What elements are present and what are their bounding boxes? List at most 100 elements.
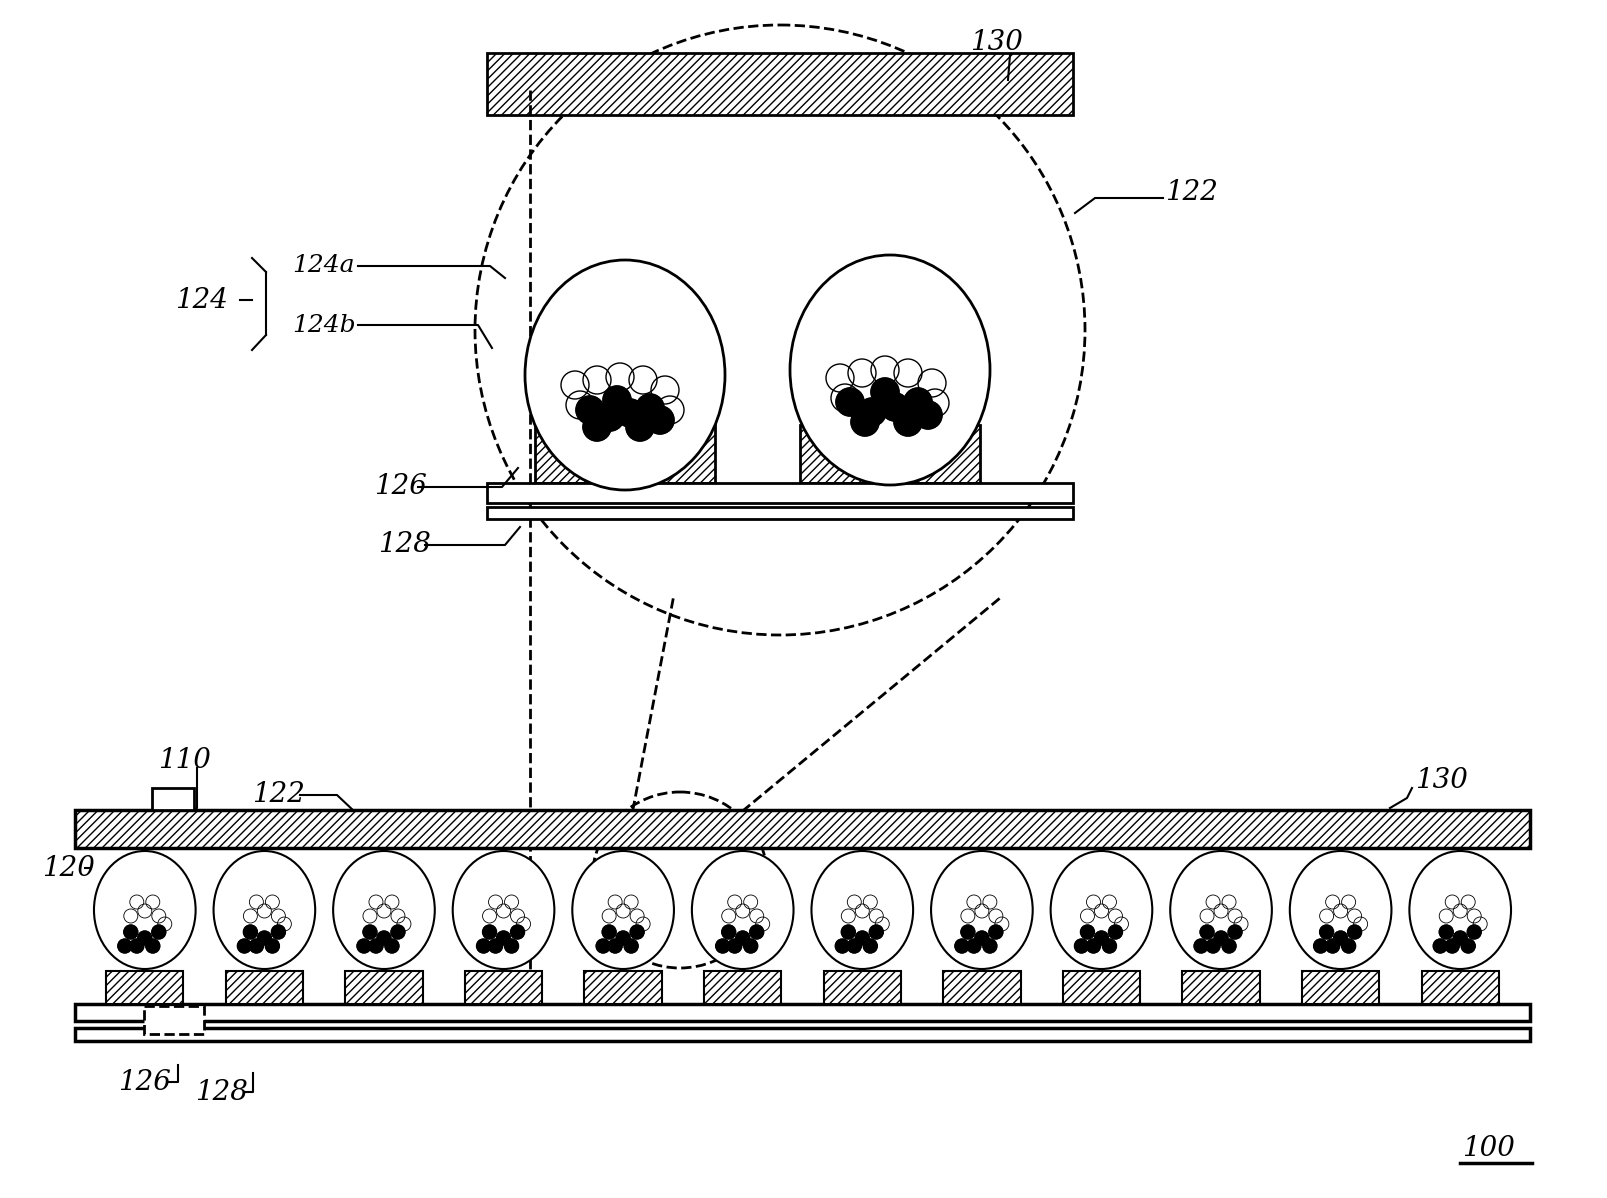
Circle shape [1094, 931, 1109, 945]
Circle shape [615, 931, 630, 945]
Circle shape [1102, 895, 1117, 909]
Bar [225, 972, 304, 1004]
Circle shape [482, 909, 497, 922]
Circle shape [893, 409, 922, 436]
Circle shape [1353, 916, 1368, 931]
Circle shape [656, 397, 685, 424]
Text: 126: 126 [117, 1069, 170, 1095]
Circle shape [728, 895, 742, 909]
Bar [487, 53, 1073, 115]
Bar [487, 483, 1073, 503]
Bar [153, 788, 194, 810]
Circle shape [511, 909, 524, 922]
Circle shape [1080, 925, 1094, 939]
Circle shape [363, 909, 378, 922]
Circle shape [386, 939, 399, 952]
Circle shape [1205, 939, 1220, 952]
Circle shape [722, 925, 736, 939]
Circle shape [871, 379, 898, 406]
Circle shape [146, 939, 159, 952]
Text: 130: 130 [1416, 767, 1467, 793]
Circle shape [627, 413, 654, 441]
Circle shape [961, 909, 975, 922]
Circle shape [615, 904, 630, 918]
Circle shape [1342, 895, 1356, 909]
Circle shape [983, 939, 996, 952]
Circle shape [869, 909, 884, 922]
Bar [585, 972, 662, 1004]
Bar [106, 972, 183, 1004]
Circle shape [1453, 904, 1467, 918]
Circle shape [1319, 925, 1334, 939]
Circle shape [1086, 895, 1101, 909]
Circle shape [847, 939, 861, 952]
Circle shape [124, 925, 138, 939]
Bar [800, 425, 874, 483]
Circle shape [636, 394, 664, 422]
Circle shape [855, 904, 869, 918]
Bar [487, 507, 1073, 519]
Circle shape [151, 909, 166, 922]
Circle shape [836, 388, 865, 416]
Circle shape [1221, 895, 1236, 909]
Circle shape [876, 916, 889, 931]
Circle shape [1440, 909, 1453, 922]
Circle shape [249, 895, 264, 909]
Ellipse shape [93, 851, 196, 969]
Circle shape [1334, 904, 1348, 918]
Circle shape [615, 399, 644, 426]
Circle shape [975, 904, 988, 918]
Bar [640, 425, 715, 483]
Circle shape [607, 939, 622, 952]
Circle shape [651, 376, 680, 404]
Circle shape [1326, 895, 1340, 909]
Circle shape [842, 925, 855, 939]
Ellipse shape [1409, 851, 1511, 969]
Circle shape [561, 371, 590, 399]
Circle shape [1326, 939, 1340, 952]
Circle shape [607, 895, 622, 909]
Circle shape [272, 909, 286, 922]
Circle shape [988, 909, 1003, 922]
Circle shape [489, 939, 503, 952]
Circle shape [1094, 904, 1109, 918]
Bar [76, 810, 1530, 848]
Circle shape [397, 916, 411, 931]
Circle shape [357, 939, 371, 952]
Circle shape [914, 401, 942, 429]
Circle shape [1075, 939, 1088, 952]
Circle shape [596, 939, 611, 952]
Circle shape [1080, 909, 1094, 922]
Text: 124b: 124b [292, 314, 355, 337]
Circle shape [744, 939, 759, 952]
Circle shape [961, 925, 975, 939]
Circle shape [881, 393, 910, 420]
Circle shape [130, 895, 143, 909]
Circle shape [1228, 909, 1242, 922]
Circle shape [1334, 931, 1348, 945]
Circle shape [975, 931, 988, 945]
Bar [1422, 972, 1499, 1004]
Circle shape [1313, 939, 1327, 952]
Circle shape [257, 931, 272, 945]
Circle shape [238, 939, 251, 952]
Circle shape [278, 916, 291, 931]
Circle shape [855, 931, 869, 945]
Circle shape [497, 931, 511, 945]
Circle shape [146, 895, 159, 909]
Circle shape [988, 925, 1003, 939]
Bar [464, 972, 542, 1004]
Circle shape [138, 904, 151, 918]
Bar [1183, 972, 1260, 1004]
Circle shape [265, 939, 280, 952]
Text: 122: 122 [1165, 179, 1218, 206]
Circle shape [918, 369, 947, 397]
Text: 122: 122 [252, 781, 305, 809]
Circle shape [272, 925, 286, 939]
Circle shape [603, 386, 632, 415]
Circle shape [566, 391, 595, 419]
Circle shape [744, 895, 759, 909]
Ellipse shape [453, 851, 554, 969]
Circle shape [1115, 916, 1128, 931]
Circle shape [1445, 895, 1459, 909]
